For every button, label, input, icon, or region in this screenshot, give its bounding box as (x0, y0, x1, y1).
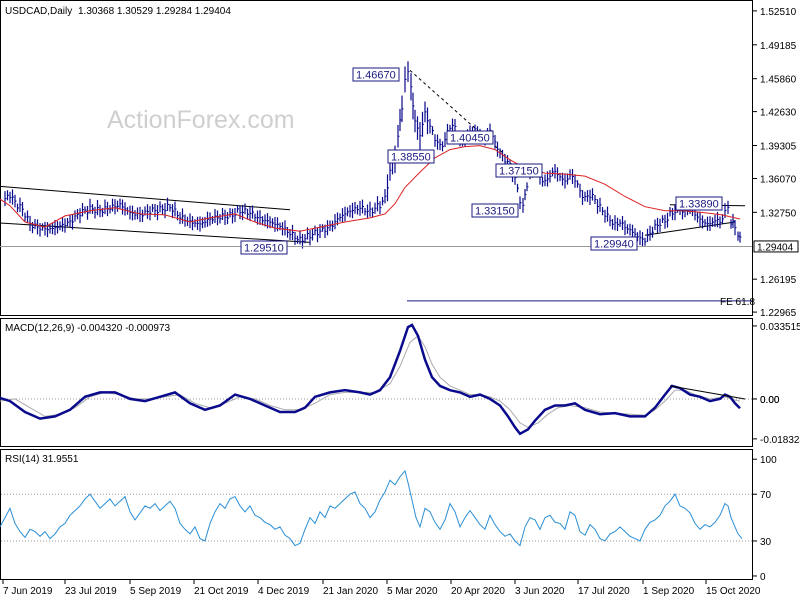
rsi-line (0, 469, 743, 547)
last-price-value: 1.29404 (757, 242, 794, 253)
price-tick-label: 1.26195 (760, 275, 797, 286)
macd-title: MACD(12,26,9) -0.004320 -0.000973 (5, 323, 171, 334)
rsi-panel: RSI(14) 31.9551 100 70 30 0 (0, 449, 777, 583)
x-axis: 7 Jun 2019 23 Jul 2019 5 Sep 2019 21 Oct 20… (2, 580, 761, 597)
price-tick-label: 1.39305 (760, 142, 797, 153)
price-level-label: 1.33890 (679, 199, 719, 211)
ohlc-label: 1.30368 1.30529 1.29284 1.29404 (78, 6, 231, 17)
macd-signal-line (0, 335, 741, 428)
price-level-box (387, 149, 435, 164)
price-level-box (675, 196, 723, 211)
macd-trendline-segment (669, 385, 746, 400)
price-trendline (0, 222, 311, 243)
price-level-label: 1.40450 (450, 133, 490, 145)
price-level-box (590, 236, 638, 251)
moving-average-line (0, 145, 741, 232)
rsi-tick-label: 100 (760, 455, 777, 466)
x-tick-label: 20 Apr 2020 (451, 586, 505, 597)
macd-tick-label: -0.018324 (760, 435, 800, 446)
x-tick-label: 15 Oct 2020 (706, 586, 761, 597)
price-bars (4, 61, 742, 249)
x-tick-label: 4 Dec 2019 (258, 586, 310, 597)
fe-61-8-label: FE 61.8 (720, 297, 755, 308)
x-tick-label: 1 Sep 2020 (643, 586, 695, 597)
price-level-label: 1.33150 (475, 206, 515, 218)
price-level-labels: 1.46670 1.38550 1.40450 1.37150 1.33150 1.295… (240, 67, 723, 255)
price-level-label: 1.29940 (594, 239, 634, 251)
price-level-box (352, 67, 400, 82)
price-panel: USDCAD,Daily 1.30368 1.30529 1.29284 1.2… (0, 0, 799, 319)
price-tick-label: 1.52510 (760, 7, 797, 18)
rsi-tick-label: 0 (760, 572, 766, 583)
rsi-title: RSI(14) 31.9551 (5, 454, 79, 465)
x-tick-label: 5 Mar 2020 (387, 586, 438, 597)
x-tick-label: 23 Jul 2019 (65, 586, 117, 597)
x-tick-label: 21 Oct 2019 (194, 586, 249, 597)
macd-trendline (669, 385, 746, 400)
price-tick-label: 1.36070 (760, 174, 797, 185)
price-level-label: 1.46670 (356, 70, 396, 82)
x-tick-label: 21 Jan 2020 (323, 586, 378, 597)
last-price-box (753, 240, 799, 253)
watermark: ActionForex.com (107, 106, 295, 134)
x-tick-label: 7 Jun 2019 (3, 586, 53, 597)
price-level-label: 1.29510 (244, 243, 284, 255)
price-axis: 1.52510 1.49185 1.45860 1.42630 1.39305 1.360… (752, 7, 797, 319)
x-tick-label: 5 Sep 2019 (130, 586, 182, 597)
x-tick-label: 17 Jul 2020 (578, 586, 630, 597)
rsi-axis: 100 70 30 0 (752, 455, 777, 583)
x-tick-label: 3 Jun 2020 (515, 586, 565, 597)
macd-tick-label: 0.00 (760, 395, 780, 406)
price-tick-label: 1.42630 (760, 108, 797, 119)
price-level-label: 1.38550 (391, 152, 431, 164)
rsi-reference-lines (1, 493, 752, 542)
macd-main-line (0, 323, 741, 436)
macd-tick-label: 0.00 (760, 395, 780, 406)
price-tick-label: 1.49185 (760, 41, 797, 52)
price-level-label: 1.37150 (499, 166, 539, 178)
price-trendline (0, 185, 291, 211)
rsi-tick-label: 70 (760, 490, 772, 501)
price-tick-label: 1.32750 (760, 208, 797, 219)
rsi-tick-label: 30 (760, 537, 772, 548)
macd-panel: MACD(12,26,9) -0.004320 -0.000973 0.0335… (0, 318, 800, 447)
price-tick-label: 1.22965 (760, 308, 797, 319)
price-level-box (495, 163, 543, 178)
symbol-label: USDCAD,Daily (5, 6, 72, 17)
price-level-box (240, 240, 288, 255)
price-tick-label: 1.45860 (760, 75, 797, 86)
price-level-box (446, 130, 494, 145)
macd-tick-label: 0.033515 (760, 322, 800, 333)
price-level-box (471, 203, 519, 218)
